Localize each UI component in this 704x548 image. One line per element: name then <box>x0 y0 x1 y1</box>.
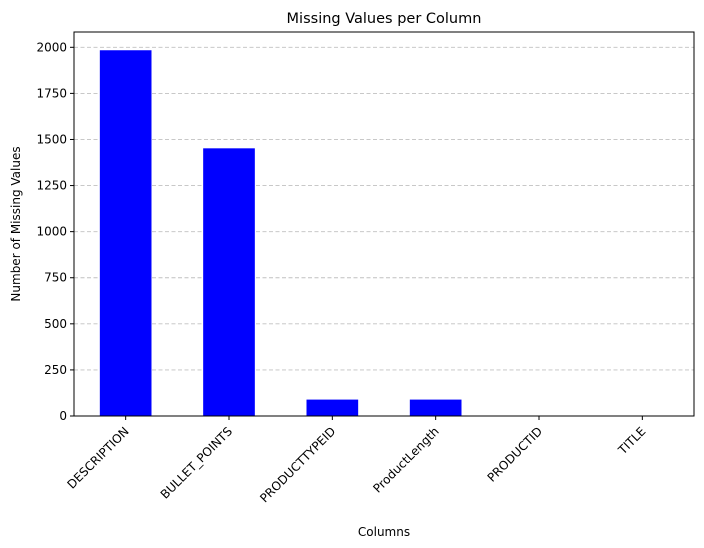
chart-title: Missing Values per Column <box>287 11 482 27</box>
bar <box>306 399 359 416</box>
y-tick-label: 750 <box>44 271 67 285</box>
bar <box>99 50 152 416</box>
y-tick-label: 0 <box>59 409 67 423</box>
bar <box>203 148 255 417</box>
y-axis-label: Number of Missing Values <box>9 146 23 301</box>
y-gridlines <box>74 46 694 371</box>
y-tick-label: 1000 <box>36 225 67 239</box>
x-axis-label: Columns <box>358 525 410 539</box>
y-tick-label: 2000 <box>36 40 67 54</box>
y-tick-label: 1750 <box>36 86 67 100</box>
y-tick-label: 250 <box>44 363 67 377</box>
bar <box>409 399 462 416</box>
y-tick-label: 1500 <box>36 132 67 146</box>
y-axis-ticks: 0 250 500 750 1000 1250 1500 1750 2000 <box>36 40 74 423</box>
bars <box>99 50 462 417</box>
y-tick-label: 1250 <box>36 179 67 193</box>
y-tick-label: 500 <box>44 317 67 331</box>
plot-frame <box>73 31 695 417</box>
